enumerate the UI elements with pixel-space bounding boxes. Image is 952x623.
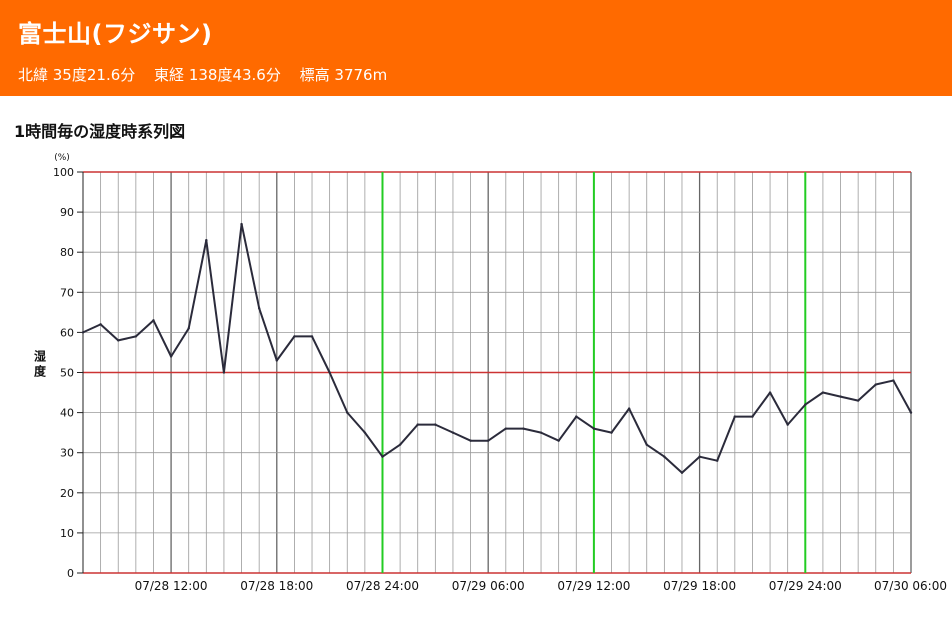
humidity-point	[451, 431, 455, 434]
humidity-point	[169, 355, 173, 358]
humidity-point	[504, 427, 508, 430]
humidity-point	[663, 455, 666, 458]
humidity-point	[381, 455, 384, 458]
axes: 0 10 20 30 40 50 60 70 80 90 100 (%) 湿度 07/28 12:00 07…	[34, 153, 947, 593]
y-tick-label: 50	[60, 367, 74, 380]
humidity-point	[363, 431, 367, 434]
humidity-point	[733, 415, 737, 418]
humidity-point	[539, 431, 543, 434]
humidity-point	[821, 391, 825, 394]
humidity-point	[874, 383, 877, 386]
y-tick-label: 80	[60, 246, 74, 259]
humidity-point	[716, 459, 719, 462]
humidity-point	[909, 411, 913, 414]
x-tick-label: 07/29 12:00	[557, 579, 630, 593]
humidity-point	[786, 423, 789, 426]
x-tick-label: 07/29 24:00	[769, 579, 842, 593]
y-unit-label: (%)	[54, 153, 70, 163]
humidity-point	[222, 371, 226, 374]
humidity-point	[328, 371, 331, 374]
x-tick-label: 07/29 06:00	[452, 579, 525, 593]
humidity-point	[557, 439, 560, 442]
latitude-text: 北緯 35度21.6分	[18, 66, 136, 84]
x-tick-label: 07/30 06:00	[874, 579, 947, 593]
humidity-point	[804, 403, 807, 406]
humidity-point	[892, 379, 895, 382]
x-tick-label: 07/28 18:00	[240, 579, 313, 593]
humidity-point	[522, 427, 525, 430]
humidity-point	[134, 335, 138, 338]
station-meta: 北緯 35度21.6分 東経 138度43.6分 標高 3776m	[18, 64, 401, 85]
humidity-point	[680, 471, 684, 474]
humidity-point	[469, 439, 472, 442]
humidity-series-line	[82, 223, 912, 474]
x-tick-label: 07/29 18:00	[663, 579, 736, 593]
humidity-point	[839, 395, 842, 398]
humidity-point	[575, 415, 578, 418]
humidity-point	[346, 411, 349, 414]
y-tick-label: 90	[60, 206, 74, 219]
station-header: 富士山(フジサン) 北緯 35度21.6分 東経 138度43.6分 標高 37…	[0, 0, 952, 96]
humidity-point	[751, 415, 754, 418]
humidity-point	[275, 359, 278, 362]
elevation-text: 標高 3776m	[299, 66, 388, 84]
humidity-point	[856, 399, 860, 402]
series	[81, 222, 913, 474]
chart-title: 1時間毎の湿度時系列図	[14, 122, 186, 141]
y-tick-label: 60	[60, 326, 74, 339]
humidity-point	[187, 327, 190, 330]
humidity-point	[398, 443, 402, 446]
humidity-point	[81, 331, 85, 334]
humidity-point	[152, 319, 155, 322]
longitude-text: 東経 138度43.6分	[154, 66, 281, 84]
y-axis-label: 湿度	[34, 349, 47, 379]
y-tick-label: 20	[60, 487, 74, 500]
y-tick-label: 70	[60, 286, 74, 299]
humidity-point	[627, 407, 631, 410]
humidity-point	[257, 307, 261, 310]
station-name: 富士山(フジサン)	[18, 20, 213, 48]
x-tick-label: 07/28 12:00	[135, 579, 208, 593]
x-tick-label: 07/28 24:00	[346, 579, 419, 593]
humidity-point	[768, 391, 772, 394]
humidity-point	[310, 335, 314, 338]
y-tick-label: 10	[60, 527, 74, 540]
humidity-point	[416, 423, 419, 426]
humidity-point	[592, 427, 596, 430]
y-tick-label: 30	[60, 447, 74, 460]
humidity-point	[645, 443, 648, 446]
humidity-line-chart: 0 10 20 30 40 50 60 70 80 90 100 (%) 湿度 07/28 12:00 07…	[34, 153, 947, 593]
y-tick-label: 40	[60, 407, 74, 420]
humidity-point	[117, 339, 120, 342]
humidity-point	[610, 431, 613, 434]
humidity-point	[240, 222, 243, 226]
humidity-point	[293, 335, 296, 338]
grid	[82, 171, 912, 574]
humidity-point	[99, 323, 102, 326]
y-tick-label: 100	[53, 166, 74, 179]
humidity-point	[486, 439, 490, 442]
y-tick-label: 0	[67, 567, 74, 580]
humidity-point	[698, 455, 701, 458]
humidity-point	[205, 238, 208, 242]
humidity-point	[434, 423, 437, 426]
